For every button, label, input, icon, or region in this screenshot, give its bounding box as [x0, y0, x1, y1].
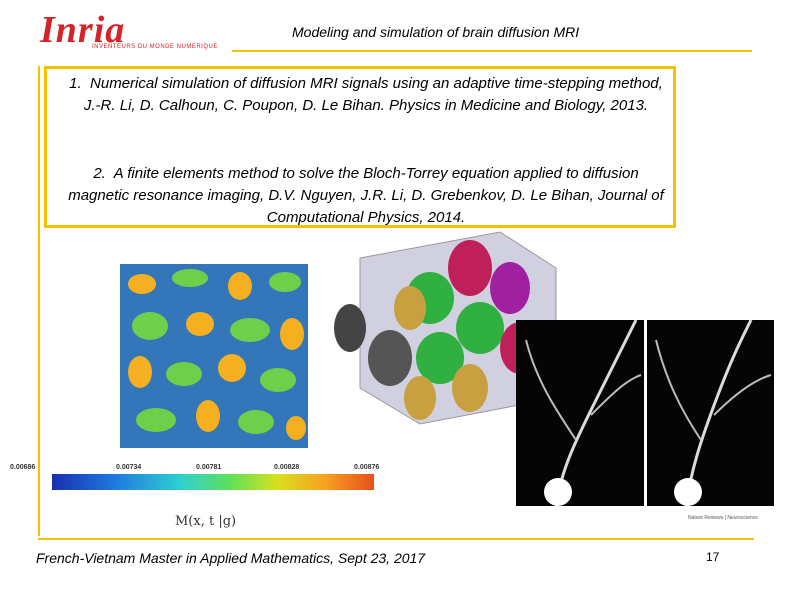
cylinder-geometry-image	[334, 231, 557, 425]
magnetization-formula: M(x, t |g)	[175, 514, 237, 529]
neuron-microscopy-image	[516, 320, 774, 506]
slide-title: Modeling and simulation of brain diffusi…	[292, 24, 580, 40]
footer-divider	[38, 538, 754, 540]
colorbar-tick-label: 0.00781	[196, 464, 222, 471]
reference-text: Numerical simulation of diffusion MRI si…	[83, 75, 663, 114]
colorbar-tick-label: 0.00686	[10, 464, 36, 471]
reference-item: 2. A finite elements method to solve the…	[65, 163, 667, 229]
logo-tagline: INVENTEURS DU MONDE NUMERIQUE	[92, 44, 218, 50]
left-divider	[38, 66, 40, 536]
reference-item: 1. Numerical simulation of diffusion MRI…	[65, 73, 667, 117]
header-divider	[232, 50, 752, 52]
colorbar-tick-label: 0.00828	[274, 464, 300, 471]
reference-number: 1.	[69, 75, 82, 92]
footer-text: French-Vietnam Master in Applied Mathema…	[36, 550, 426, 566]
simulation-heatmap-image	[120, 264, 308, 448]
page-number: 17	[706, 550, 720, 564]
colorbar-tick-label: 0.00876	[354, 464, 380, 471]
reference-text: A finite elements method to solve the Bl…	[68, 165, 664, 226]
logo-wordmark: Inria	[40, 9, 126, 51]
colorbar	[52, 474, 374, 490]
references-box: 1. Numerical simulation of diffusion MRI…	[44, 66, 676, 228]
colorbar-tick-label: 0.00734	[116, 464, 142, 471]
image-credit: Nature Reviews | Neuroscience	[688, 515, 758, 521]
reference-number: 2.	[93, 165, 106, 182]
inria-logo: Inria INVENTEURS DU MONDE NUMERIQUE	[38, 8, 218, 56]
